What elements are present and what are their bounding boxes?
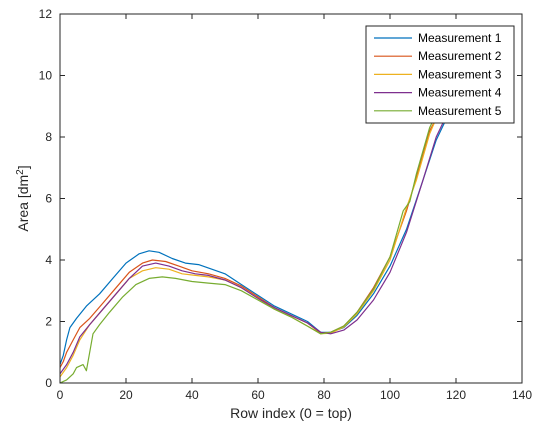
legend-entry-label: Measurement 1 <box>418 31 502 45</box>
x-tick-label: 60 <box>251 388 265 402</box>
legend-entry-label: Measurement 5 <box>418 104 502 118</box>
series-line-measurement-4 <box>60 93 464 375</box>
series-group <box>60 87 464 383</box>
x-tick-label: 20 <box>119 388 133 402</box>
x-tick-label: 140 <box>512 388 532 402</box>
y-axis-label-main: Area [dm <box>15 175 31 232</box>
legend: Measurement 1 Measurement 2 Measurement 3 M… <box>365 25 515 124</box>
x-tick-label: 40 <box>185 388 199 402</box>
series-line-measurement-1 <box>60 96 464 365</box>
legend-entry-label: Measurement 4 <box>418 86 502 100</box>
x-tick-label: 100 <box>380 388 400 402</box>
y-tick-label: 8 <box>45 130 52 144</box>
y-axis-label-suffix: ] <box>15 165 31 169</box>
y-tick-label: 4 <box>45 253 52 267</box>
y-tick-label: 0 <box>45 376 52 390</box>
x-tick-label: 0 <box>57 388 64 402</box>
y-tick-label: 10 <box>39 69 53 83</box>
y-tick-label: 12 <box>39 7 53 21</box>
series-line-measurement-5 <box>60 87 457 383</box>
x-axis: 0 20 40 60 80 100 120 140 <box>57 14 532 402</box>
y-tick-label: 6 <box>45 192 52 206</box>
x-axis-label: Row index (0 = top) <box>230 405 352 421</box>
legend-entry-label: Measurement 2 <box>418 49 502 63</box>
x-tick-label: 120 <box>446 388 466 402</box>
y-tick-label: 2 <box>45 315 52 329</box>
y-axis: 0 2 4 6 8 10 12 <box>39 7 522 390</box>
y-axis-label: Area [dm2] <box>15 165 31 231</box>
y-axis-label-superscript: 2 <box>15 169 26 175</box>
x-tick-label: 80 <box>317 388 331 402</box>
legend-entry-label: Measurement 3 <box>418 67 502 81</box>
